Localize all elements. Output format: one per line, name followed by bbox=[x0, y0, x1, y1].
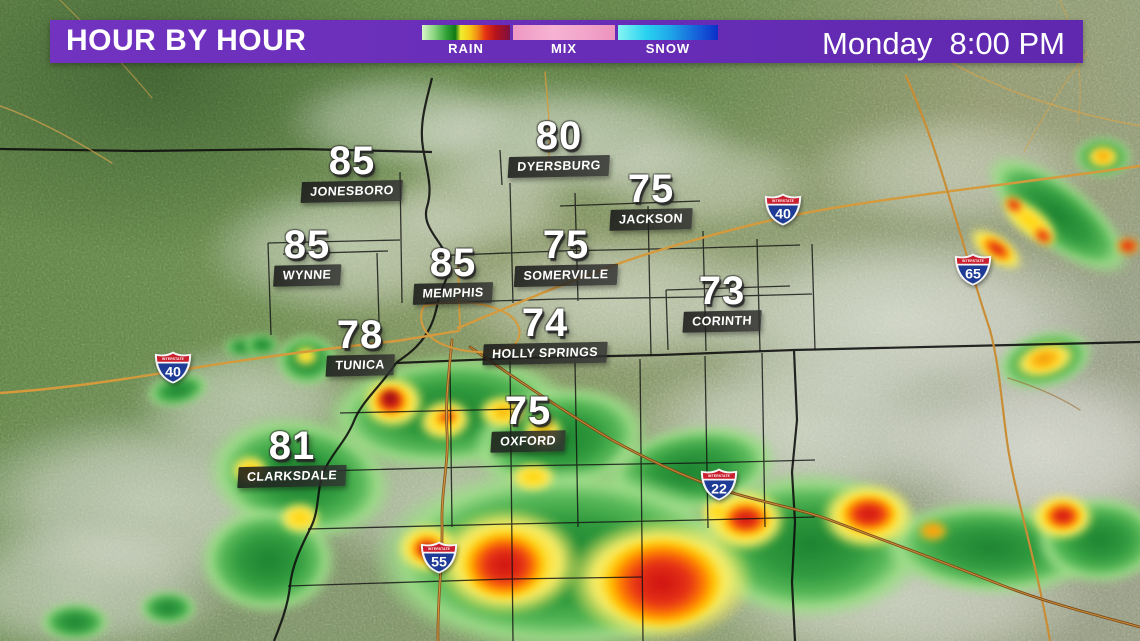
svg-text:65: 65 bbox=[965, 266, 981, 282]
interstate-shield-icon: INTERSTATE 55 bbox=[420, 541, 458, 574]
legend-snow: SNOW bbox=[618, 25, 718, 55]
mix-gradient-bar bbox=[513, 25, 615, 40]
svg-text:INTERSTATE: INTERSTATE bbox=[772, 199, 795, 203]
interstate-shield-icon: INTERSTATE 40 bbox=[154, 351, 192, 384]
mix-label: MIX bbox=[550, 41, 578, 56]
precip-legend: RAIN MIX SNOW bbox=[422, 25, 718, 55]
snow-label: SNOW bbox=[645, 41, 691, 56]
svg-text:55: 55 bbox=[431, 554, 447, 570]
interstate-shield: INTERSTATE 65 bbox=[954, 253, 992, 292]
rain-label: RAIN bbox=[448, 41, 484, 56]
interstate-shield-icon: INTERSTATE 65 bbox=[954, 253, 992, 286]
interstate-shield-icon: INTERSTATE 22 bbox=[700, 468, 738, 501]
interstate-shield: INTERSTATE 22 bbox=[700, 468, 738, 507]
hour-by-hour-banner: HOUR BY HOUR RAIN MIX SNOW Monday 8:00 P… bbox=[50, 20, 1083, 63]
svg-text:40: 40 bbox=[775, 206, 791, 222]
svg-text:INTERSTATE: INTERSTATE bbox=[162, 357, 185, 361]
rain-gradient-bar bbox=[422, 25, 510, 40]
banner-datetime: Monday 8:00 PM bbox=[822, 26, 1065, 61]
svg-text:INTERSTATE: INTERSTATE bbox=[708, 474, 731, 478]
legend-rain: RAIN bbox=[422, 25, 510, 55]
interstate-shield-icon: INTERSTATE 40 bbox=[764, 193, 802, 226]
snow-gradient-bar bbox=[618, 25, 718, 40]
svg-text:40: 40 bbox=[165, 364, 181, 380]
interstate-shield: INTERSTATE 40 bbox=[764, 193, 802, 232]
interstate-shield: INTERSTATE 40 bbox=[154, 351, 192, 390]
banner-title: HOUR BY HOUR bbox=[66, 24, 307, 57]
svg-text:INTERSTATE: INTERSTATE bbox=[428, 547, 451, 551]
svg-text:INTERSTATE: INTERSTATE bbox=[962, 259, 985, 263]
interstate-shield: INTERSTATE 55 bbox=[420, 541, 458, 580]
svg-text:22: 22 bbox=[711, 481, 727, 497]
legend-mix: MIX bbox=[513, 25, 615, 55]
